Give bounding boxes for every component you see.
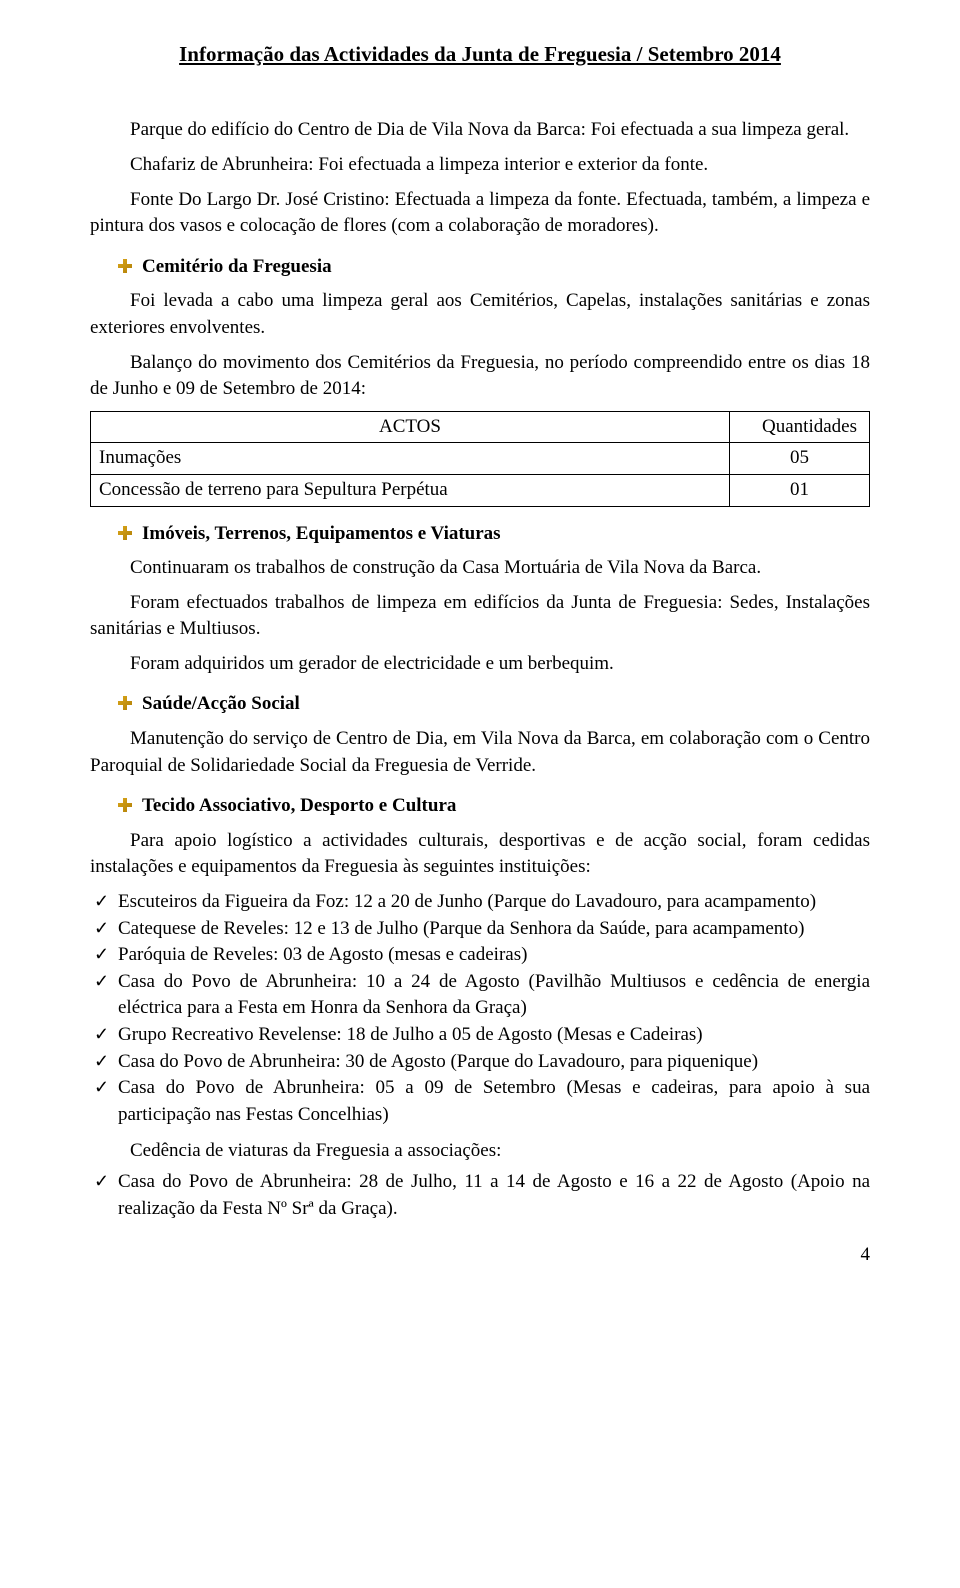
check-icon: ✓ xyxy=(94,969,109,994)
bullet-icon xyxy=(118,798,132,812)
tecido-sub-list: ✓ Casa do Povo de Abrunheira: 28 de Julho… xyxy=(90,1169,870,1222)
saude-paragraph-1: Manutenção do serviço de Centro de Dia, … xyxy=(90,726,870,779)
page-title: Informação das Actividades da Junta de F… xyxy=(90,40,870,69)
list-item: ✓ Casa do Povo de Abrunheira: 28 de Julho… xyxy=(90,1169,870,1222)
intro-paragraph-1: Parque do edifício do Centro de Dia de V… xyxy=(90,117,870,144)
list-item-text: Catequese de Reveles: 12 e 13 de Julho (… xyxy=(118,918,804,939)
page-number: 4 xyxy=(90,1242,870,1269)
list-item-text: Paróquia de Reveles: 03 de Agosto (mesas… xyxy=(118,944,527,965)
list-item-text: Casa do Povo de Abrunheira: 10 a 24 de A… xyxy=(118,971,870,1019)
table-header-quantidades: Quantidades xyxy=(730,411,870,443)
imoveis-paragraph-2: Foram efectuados trabalhos de limpeza em… xyxy=(90,590,870,643)
list-item: ✓ Casa do Povo de Abrunheira: 05 a 09 de … xyxy=(90,1075,870,1128)
bullet-icon xyxy=(118,696,132,710)
list-item-text: Grupo Recreativo Revelense: 18 de Julho … xyxy=(118,1024,703,1045)
list-item-text: Casa do Povo de Abrunheira: 05 a 09 de S… xyxy=(118,1077,870,1125)
tecido-sub-intro: Cedência de viaturas da Freguesia a asso… xyxy=(90,1138,870,1165)
table-cell-value: 01 xyxy=(730,474,870,506)
list-item: ✓ Escuteiros da Figueira da Foz: 12 a 20 … xyxy=(90,889,870,916)
tecido-list: ✓ Escuteiros da Figueira da Foz: 12 a 20 … xyxy=(90,889,870,1128)
section-title-cemiterio: Cemitério da Freguesia xyxy=(142,254,332,281)
table-cell-label: Concessão de terreno para Sepultura Perp… xyxy=(91,474,730,506)
list-item-text: Escuteiros da Figueira da Foz: 12 a 20 d… xyxy=(118,891,816,912)
bullet-icon xyxy=(118,526,132,540)
section-header-imoveis: Imóveis, Terrenos, Equipamentos e Viatur… xyxy=(118,521,870,548)
section-header-tecido: Tecido Associativo, Desporto e Cultura xyxy=(118,793,870,820)
check-icon: ✓ xyxy=(94,1022,109,1047)
cemiterio-paragraph-2: Balanço do movimento dos Cemitérios da F… xyxy=(90,350,870,403)
intro-paragraph-2: Chafariz de Abrunheira: Foi efectuada a … xyxy=(90,152,870,179)
check-icon: ✓ xyxy=(94,889,109,914)
list-item: ✓ Casa do Povo de Abrunheira: 30 de Agost… xyxy=(90,1049,870,1076)
check-icon: ✓ xyxy=(94,942,109,967)
bullet-icon xyxy=(118,259,132,273)
section-header-saude: Saúde/Acção Social xyxy=(118,691,870,718)
table-header-actos: ACTOS xyxy=(91,411,730,443)
check-icon: ✓ xyxy=(94,916,109,941)
list-item: ✓ Grupo Recreativo Revelense: 18 de Julho… xyxy=(90,1022,870,1049)
table-header-row: ACTOS Quantidades xyxy=(91,411,870,443)
intro-paragraph-3: Fonte Do Largo Dr. José Cristino: Efectu… xyxy=(90,187,870,240)
table-row: Concessão de terreno para Sepultura Perp… xyxy=(91,474,870,506)
section-header-cemiterio: Cemitério da Freguesia xyxy=(118,254,870,281)
check-icon: ✓ xyxy=(94,1049,109,1074)
cemiterio-paragraph-1: Foi levada a cabo uma limpeza geral aos … xyxy=(90,288,870,341)
list-item-text: Casa do Povo de Abrunheira: 30 de Agosto… xyxy=(118,1051,758,1072)
tecido-intro: Para apoio logístico a actividades cultu… xyxy=(90,828,870,881)
list-item-text: Casa do Povo de Abrunheira: 28 de Julho,… xyxy=(118,1171,870,1219)
imoveis-paragraph-3: Foram adquiridos um gerador de electrici… xyxy=(90,651,870,678)
imoveis-paragraph-1: Continuaram os trabalhos de construção d… xyxy=(90,555,870,582)
list-item: ✓ Casa do Povo de Abrunheira: 10 a 24 de … xyxy=(90,969,870,1022)
list-item: ✓ Paróquia de Reveles: 03 de Agosto (mesa… xyxy=(90,942,870,969)
table-row: Inumações 05 xyxy=(91,443,870,475)
actos-table: ACTOS Quantidades Inumações 05 Concessão… xyxy=(90,411,870,507)
section-title-tecido: Tecido Associativo, Desporto e Cultura xyxy=(142,793,456,820)
section-title-saude: Saúde/Acção Social xyxy=(142,691,300,718)
check-icon: ✓ xyxy=(94,1075,109,1100)
table-cell-label: Inumações xyxy=(91,443,730,475)
section-title-imoveis: Imóveis, Terrenos, Equipamentos e Viatur… xyxy=(142,521,501,548)
list-item: ✓ Catequese de Reveles: 12 e 13 de Julho … xyxy=(90,916,870,943)
table-cell-value: 05 xyxy=(730,443,870,475)
check-icon: ✓ xyxy=(94,1169,109,1194)
